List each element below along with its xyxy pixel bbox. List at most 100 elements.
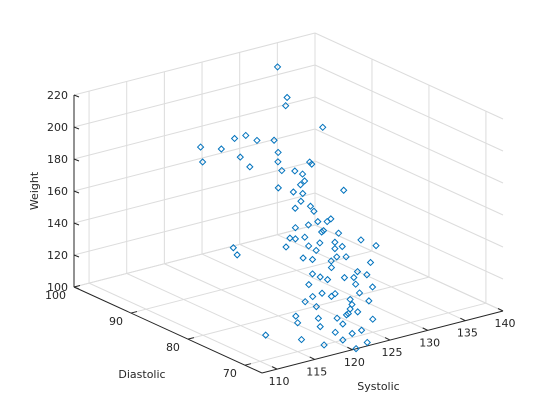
data-point [316, 322, 324, 331]
floor-gridline-y [187, 276, 430, 340]
x-tick-mark [347, 346, 353, 351]
data-point [366, 258, 375, 267]
data-point [230, 134, 239, 143]
data-point [348, 329, 356, 338]
backwall-gridline-z [73, 64, 316, 128]
data-point [348, 300, 356, 309]
data-point [357, 326, 366, 334]
z-tick-label: 200 [47, 121, 68, 134]
data-point [327, 292, 336, 301]
backwall-gridline-z [73, 32, 316, 96]
y-tick-mark [244, 363, 252, 366]
x-axis-line [261, 310, 504, 374]
data-point [297, 335, 306, 344]
data-point [291, 223, 300, 232]
data-point [305, 280, 313, 289]
data-point [314, 314, 323, 323]
z-tick-mark [73, 286, 80, 290]
data-point [323, 275, 332, 284]
floor-gridline-x [88, 282, 278, 370]
data-point [291, 167, 299, 175]
data-point [344, 309, 353, 318]
z-tick-label: 160 [47, 185, 68, 198]
backwall-gridline-z [73, 192, 316, 256]
z-tick-label: 220 [47, 89, 68, 102]
x-tick-label: 125 [382, 346, 403, 359]
data-point [346, 295, 354, 304]
data-point [314, 217, 322, 226]
y-tick-label: 80 [166, 341, 180, 354]
floor-gridline-x [239, 243, 428, 331]
data-point [331, 244, 339, 253]
x-tick-label: 115 [306, 365, 327, 378]
data-point [323, 217, 331, 226]
data-point [296, 181, 305, 189]
data-point [274, 184, 283, 192]
data-point [304, 221, 313, 229]
data-point [372, 241, 380, 250]
data-point [342, 311, 351, 319]
data-point [300, 177, 309, 185]
data-point [308, 292, 317, 301]
data-point [327, 215, 335, 223]
x-tick-mark [309, 356, 315, 360]
data-point [293, 319, 302, 327]
data-point [286, 234, 294, 242]
data-point [233, 251, 241, 259]
sidewall-gridline-z [314, 160, 504, 248]
data-point [331, 289, 339, 298]
data-point [246, 163, 254, 171]
z-tick-mark [73, 190, 80, 194]
z-tick-label: 180 [47, 153, 68, 166]
data-point [319, 123, 327, 132]
x-tick-mark [497, 308, 504, 312]
x-tick-mark [460, 317, 466, 322]
data-point [351, 280, 360, 288]
data-point [297, 197, 305, 205]
data-point [298, 170, 307, 178]
data-point [306, 202, 315, 210]
y-tick-mark [187, 337, 195, 340]
data-point [261, 331, 270, 339]
data-point [339, 186, 348, 194]
grid-layer [73, 32, 504, 370]
x-tick-mark [271, 366, 278, 370]
data-point [318, 289, 326, 297]
data-point [312, 302, 321, 311]
data-point [327, 257, 335, 265]
data-point [334, 229, 343, 237]
floor-gridline-x [277, 234, 466, 322]
z-tick-mark [73, 126, 80, 130]
data-point [282, 243, 290, 251]
data-point [353, 308, 362, 316]
x-tick-label: 135 [457, 327, 478, 340]
x-tick-mark [422, 327, 428, 331]
data-point [338, 242, 346, 251]
axis-layer [73, 94, 504, 374]
data-point [299, 189, 307, 198]
data-point [274, 158, 282, 166]
x-tick-label: 120 [344, 356, 365, 369]
data-point [350, 273, 358, 282]
sidewall-gridline-z [314, 64, 504, 152]
data-point [299, 254, 307, 262]
z-tick-mark [73, 254, 80, 258]
x-tick-label: 110 [269, 375, 290, 388]
x-tick-mark [384, 337, 391, 341]
data-point [346, 305, 354, 313]
data-point [278, 166, 286, 175]
x-tick-label: 130 [419, 336, 440, 349]
data-point [305, 158, 314, 166]
floor-gridline-x [201, 253, 391, 341]
z-tick-mark [73, 158, 80, 162]
data-point [229, 244, 238, 252]
y-axis-line [73, 286, 263, 374]
x-axis-label: Systolic [357, 380, 399, 393]
data-point [333, 253, 341, 261]
data-point [320, 341, 328, 349]
data-point [308, 160, 316, 168]
sidewall-gridline-z [314, 224, 504, 312]
data-point [316, 239, 324, 247]
data-point [196, 143, 205, 151]
